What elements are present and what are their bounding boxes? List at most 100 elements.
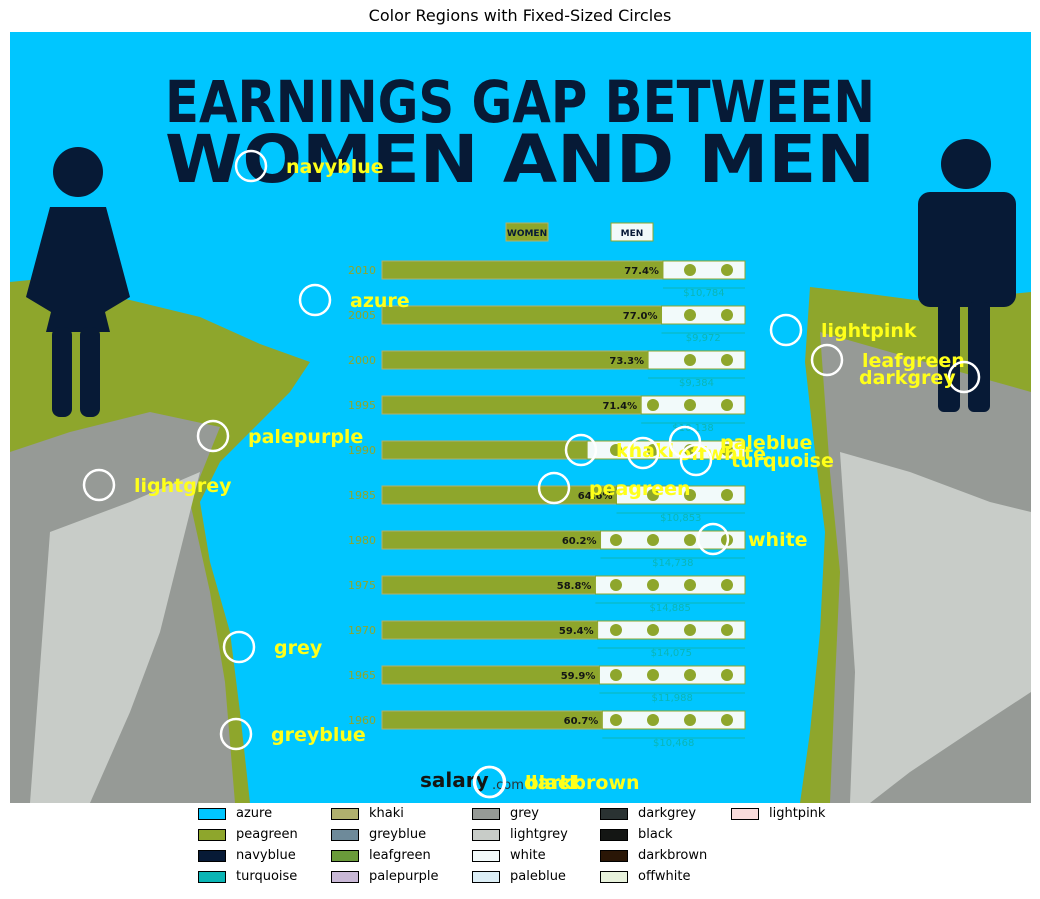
- row-percent: 73.3%: [609, 356, 644, 367]
- row-year: 2010: [348, 264, 376, 277]
- women-bar: [381, 260, 664, 280]
- annotation-label-darkgrey: darkgrey: [859, 367, 956, 389]
- coin-icon: [721, 399, 733, 411]
- annotation-circle-lightgrey: [82, 468, 116, 502]
- legend-label: navyblue: [236, 848, 296, 863]
- row-percent: 71.4%: [602, 401, 637, 412]
- coin-icon: [684, 714, 696, 726]
- legend-swatch: [731, 808, 759, 820]
- coin-icon: [684, 399, 696, 411]
- legend-swatch: [472, 871, 500, 883]
- row-gap: $14,885: [650, 603, 691, 614]
- annotation-label-palepurple: palepurple: [248, 426, 363, 448]
- row-percent: 77.0%: [623, 311, 658, 322]
- row-year: 2000: [348, 354, 376, 367]
- annotation-circle-navyblue: [234, 149, 268, 183]
- legend-swatch: [600, 829, 628, 841]
- annotation-circle-greyblue: [219, 717, 253, 751]
- coin-icon: [684, 354, 696, 366]
- coin-icon: [647, 534, 659, 546]
- row-percent: 59.4%: [559, 626, 594, 637]
- legend-swatch: [331, 829, 359, 841]
- legend-label: lightpink: [769, 806, 826, 821]
- coin-icon: [721, 264, 733, 276]
- annotation-circle-peagreen: [537, 471, 571, 505]
- coin-icon: [647, 714, 659, 726]
- legend-label: darkbrown: [638, 848, 708, 863]
- legend-label: khaki: [369, 806, 404, 821]
- coin-icon: [721, 309, 733, 321]
- legend-label: white: [510, 848, 546, 863]
- men-key-box: [610, 222, 654, 242]
- legend-label: darkgrey: [638, 806, 697, 821]
- coin-icon: [610, 444, 622, 456]
- legend-swatch: [198, 871, 226, 883]
- men-bar: [594, 575, 746, 595]
- legend-label: peagreen: [236, 827, 298, 842]
- annotation-circle-khaki: [564, 433, 598, 467]
- row-gap: $11,988: [652, 693, 693, 704]
- coin-icon: [684, 669, 696, 681]
- annotation-circle-azure: [298, 283, 332, 317]
- annotation-label-grey: grey: [274, 637, 323, 659]
- legend-label: lightgrey: [510, 827, 568, 842]
- legend-label: black: [638, 827, 673, 842]
- coin-icon: [684, 534, 696, 546]
- men-key-label: MEN: [621, 229, 644, 239]
- row-year: 1980: [348, 534, 376, 547]
- coin-icon: [721, 579, 733, 591]
- row-percent: 64.6%: [578, 491, 613, 502]
- legend-label: offwhite: [638, 869, 691, 884]
- row-year: 1985: [348, 489, 376, 502]
- men-bar: [586, 440, 746, 460]
- annotation-label-lightpink: lightpink: [821, 320, 917, 342]
- row-percent: 60.2%: [562, 536, 597, 547]
- coin-icon: [684, 264, 696, 276]
- coin-icon: [684, 579, 696, 591]
- annotation-label-khaki: khaki: [616, 440, 674, 462]
- men-bar: [601, 710, 746, 730]
- coin-icon: [610, 534, 622, 546]
- annotation-circle-turquoise: [679, 443, 713, 477]
- headline-line-1: EARNINGS GAP BETWEEN: [165, 68, 875, 136]
- coin-icon: [721, 669, 733, 681]
- legend-label: grey: [510, 806, 540, 821]
- row-percent: 58.8%: [557, 581, 592, 592]
- legend-swatch: [331, 808, 359, 820]
- annotation-label-darkbrown: darkbrown: [524, 772, 640, 794]
- row-year: 1965: [348, 669, 376, 682]
- annotation-label-paleblue: paleblue: [720, 432, 812, 454]
- coin-icon: [721, 624, 733, 636]
- men-bar: [598, 665, 746, 685]
- annotation-label-lightgrey: lightgrey: [134, 475, 232, 497]
- men-bar: [615, 485, 746, 505]
- coin-icon: [721, 354, 733, 366]
- annotation-label-offwhite: offwhite: [678, 443, 766, 465]
- row-year: 1970: [348, 624, 376, 637]
- women-key-box: [505, 222, 549, 242]
- annotation-label-peagreen: peagreen: [589, 478, 691, 500]
- legend-label: palepurple: [369, 869, 439, 884]
- annotation-circle-palepurple: [196, 419, 230, 453]
- legend-swatch: [198, 808, 226, 820]
- row-gap: $9,972: [686, 333, 721, 344]
- coin-icon: [610, 624, 622, 636]
- coin-icon: [721, 489, 733, 501]
- row-percent: 59.9%: [561, 671, 596, 682]
- annotation-label-greyblue: greyblue: [271, 724, 366, 746]
- right-cliff-light: [840, 452, 1031, 803]
- plot-area: EARNINGS GAP BETWEEN WOMEN AND MEN WOMEN M…: [10, 32, 1031, 803]
- legend-swatch: [600, 871, 628, 883]
- coin-icon: [684, 624, 696, 636]
- headline-line-2: WOMEN AND MEN: [165, 121, 875, 198]
- legend-swatch: [600, 808, 628, 820]
- legend-swatch: [600, 850, 628, 862]
- legend-label: leafgreen: [369, 848, 431, 863]
- man-icon: [918, 139, 1016, 412]
- coin-icon: [610, 579, 622, 591]
- women-bar: [381, 305, 663, 325]
- legend-label: turquoise: [236, 869, 298, 884]
- coin-icon: [684, 489, 696, 501]
- annotation-label-black: black: [525, 772, 582, 794]
